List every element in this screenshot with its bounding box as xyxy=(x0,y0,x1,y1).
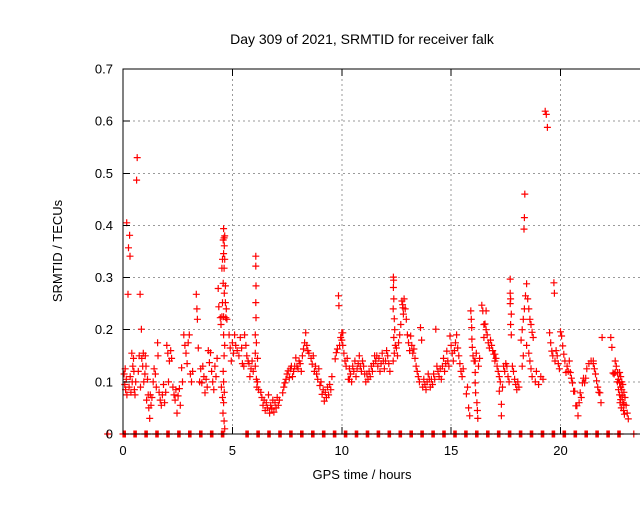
y-tick-label: 0.5 xyxy=(95,166,113,181)
x-tick-label: 15 xyxy=(444,443,458,458)
gridlines xyxy=(123,69,640,434)
srmtid-points-path xyxy=(120,107,632,433)
x-tick-label: 20 xyxy=(553,443,567,458)
srmtid-scatter-chart: 0 5 10 15 20 0 0.1 0.2 0.3 0.4 0.5 0.6 0.7 Day 309 o… xyxy=(40,16,640,496)
y-tick-label: 0.6 xyxy=(95,114,113,129)
y-tick-label: 0.4 xyxy=(95,218,113,233)
plot-border xyxy=(122,68,640,435)
y-tick-label: 0 xyxy=(106,427,113,442)
y-axis-label: SRMTID / TECUs xyxy=(50,199,65,302)
chart-background xyxy=(40,16,640,496)
y-tick-label: 0.7 xyxy=(95,62,113,77)
y-tick-label: 0.2 xyxy=(95,322,113,337)
y-tick-label: 0.3 xyxy=(95,270,113,285)
scatter-points xyxy=(120,107,632,433)
x-tick-label: 10 xyxy=(335,443,349,458)
chart-title: Day 309 of 2021, SRMTID for receiver fal… xyxy=(230,31,495,47)
x-axis-label: GPS time / hours xyxy=(313,467,412,482)
plot-canvas: 0 5 10 15 20 0 0.1 0.2 0.3 0.4 0.5 0.6 0.7 Day 309 o… xyxy=(40,16,640,496)
x-tick-label: 5 xyxy=(229,443,236,458)
axis-ticks xyxy=(122,68,561,435)
x-tick-label: 0 xyxy=(119,443,126,458)
y-tick-label: 0.1 xyxy=(95,374,113,389)
tick-labels: 0 5 10 15 20 0 0.1 0.2 0.3 0.4 0.5 0.6 0.7 xyxy=(95,62,568,459)
